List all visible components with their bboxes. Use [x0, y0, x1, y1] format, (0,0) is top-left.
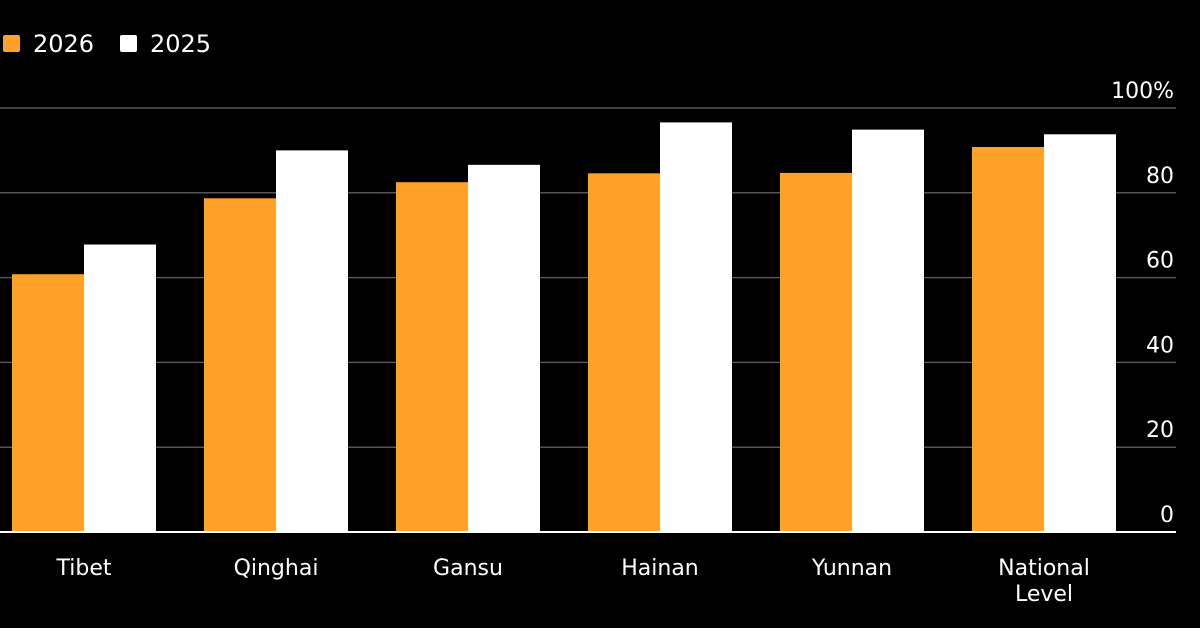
legend-label-2025: 2025 — [150, 30, 211, 58]
x-category-label-gansu: Gansu — [433, 556, 503, 581]
legend-label-2026: 2026 — [33, 30, 94, 58]
bar-hainan-2025 — [660, 122, 732, 532]
bar-gansu-2025 — [468, 164, 540, 533]
bar-tibet-2025 — [84, 244, 156, 532]
x-category-label-qinghai: Qinghai — [234, 556, 319, 581]
y-tick-label-100: 100% — [1111, 79, 1174, 104]
bar-national-level-2025 — [1044, 134, 1116, 532]
legend-swatch-2025 — [120, 35, 137, 52]
x-category-label-hainan: Hainan — [621, 556, 699, 581]
y-axis-ticks: 0 20 40 60 80 100% — [1111, 79, 1174, 528]
bar-tibet-2026 — [12, 274, 84, 532]
x-category-label-national-level: National Level — [998, 556, 1090, 607]
bar-yunnan-2025 — [852, 129, 924, 532]
bar-yunnan-2026 — [780, 172, 852, 532]
legend: 2026 2025 — [3, 30, 211, 58]
x-axis-categories: Tibet Qinghai Gansu Hainan Yunnan National Lev… — [56, 556, 1090, 607]
legend-swatch-2026 — [3, 35, 20, 52]
y-tick-label-0: 0 — [1160, 503, 1174, 528]
y-tick-label-20: 20 — [1146, 418, 1174, 443]
bar-national-level-2026 — [972, 147, 1044, 532]
bar-hainan-2026 — [588, 173, 660, 532]
y-tick-label-40: 40 — [1146, 333, 1174, 358]
x-category-label-tibet: Tibet — [56, 556, 112, 581]
bars — [0, 122, 1176, 533]
x-category-label-yunnan: Yunnan — [811, 556, 892, 581]
y-tick-label-60: 60 — [1146, 249, 1174, 274]
y-tick-label-80: 80 — [1146, 164, 1174, 189]
bar-qinghai-2025 — [276, 150, 348, 532]
bar-gansu-2026 — [396, 182, 468, 532]
bar-qinghai-2026 — [204, 198, 276, 532]
